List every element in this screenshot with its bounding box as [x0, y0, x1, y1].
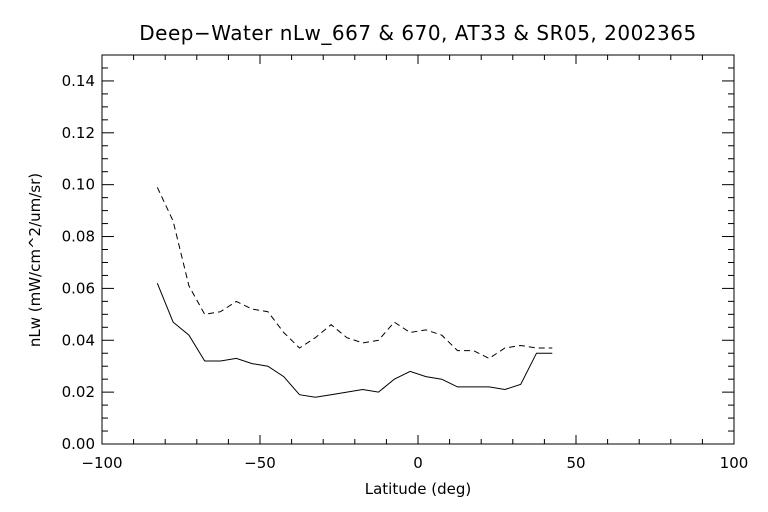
y-tick-label: 0.14 [62, 72, 95, 90]
chart-title: Deep−Water nLw_667 & 670, AT33 & SR05, 2… [139, 21, 696, 45]
y-tick-label: 0.08 [62, 228, 95, 246]
y-tick-label: 0.00 [62, 435, 95, 453]
y-tick-label: 0.06 [62, 279, 95, 297]
x-tick-label: 50 [566, 454, 585, 472]
series-line-solid [156, 283, 553, 398]
y-tick-label: 0.02 [62, 383, 95, 401]
plot-frame [101, 54, 735, 445]
x-tick-label: 100 [720, 454, 749, 472]
x-tick-label: −50 [244, 454, 276, 472]
y-axis-label: nLw (mW/cm^2/um/sr) [26, 173, 44, 347]
x-axis-label: Latitude (deg) [365, 480, 471, 498]
y-tick-label: 0.04 [62, 331, 95, 349]
x-tick-label: 0 [413, 454, 423, 472]
x-tick-label: −100 [81, 454, 122, 472]
plot-area: −100 −50 0 50 100 0.00 0.02 0.04 0.06 0.08 0.10 0.1… [62, 54, 749, 472]
y-tick-label: 0.12 [62, 124, 95, 142]
series-line-dashed [156, 187, 553, 359]
y-tick-label: 0.10 [62, 176, 95, 194]
